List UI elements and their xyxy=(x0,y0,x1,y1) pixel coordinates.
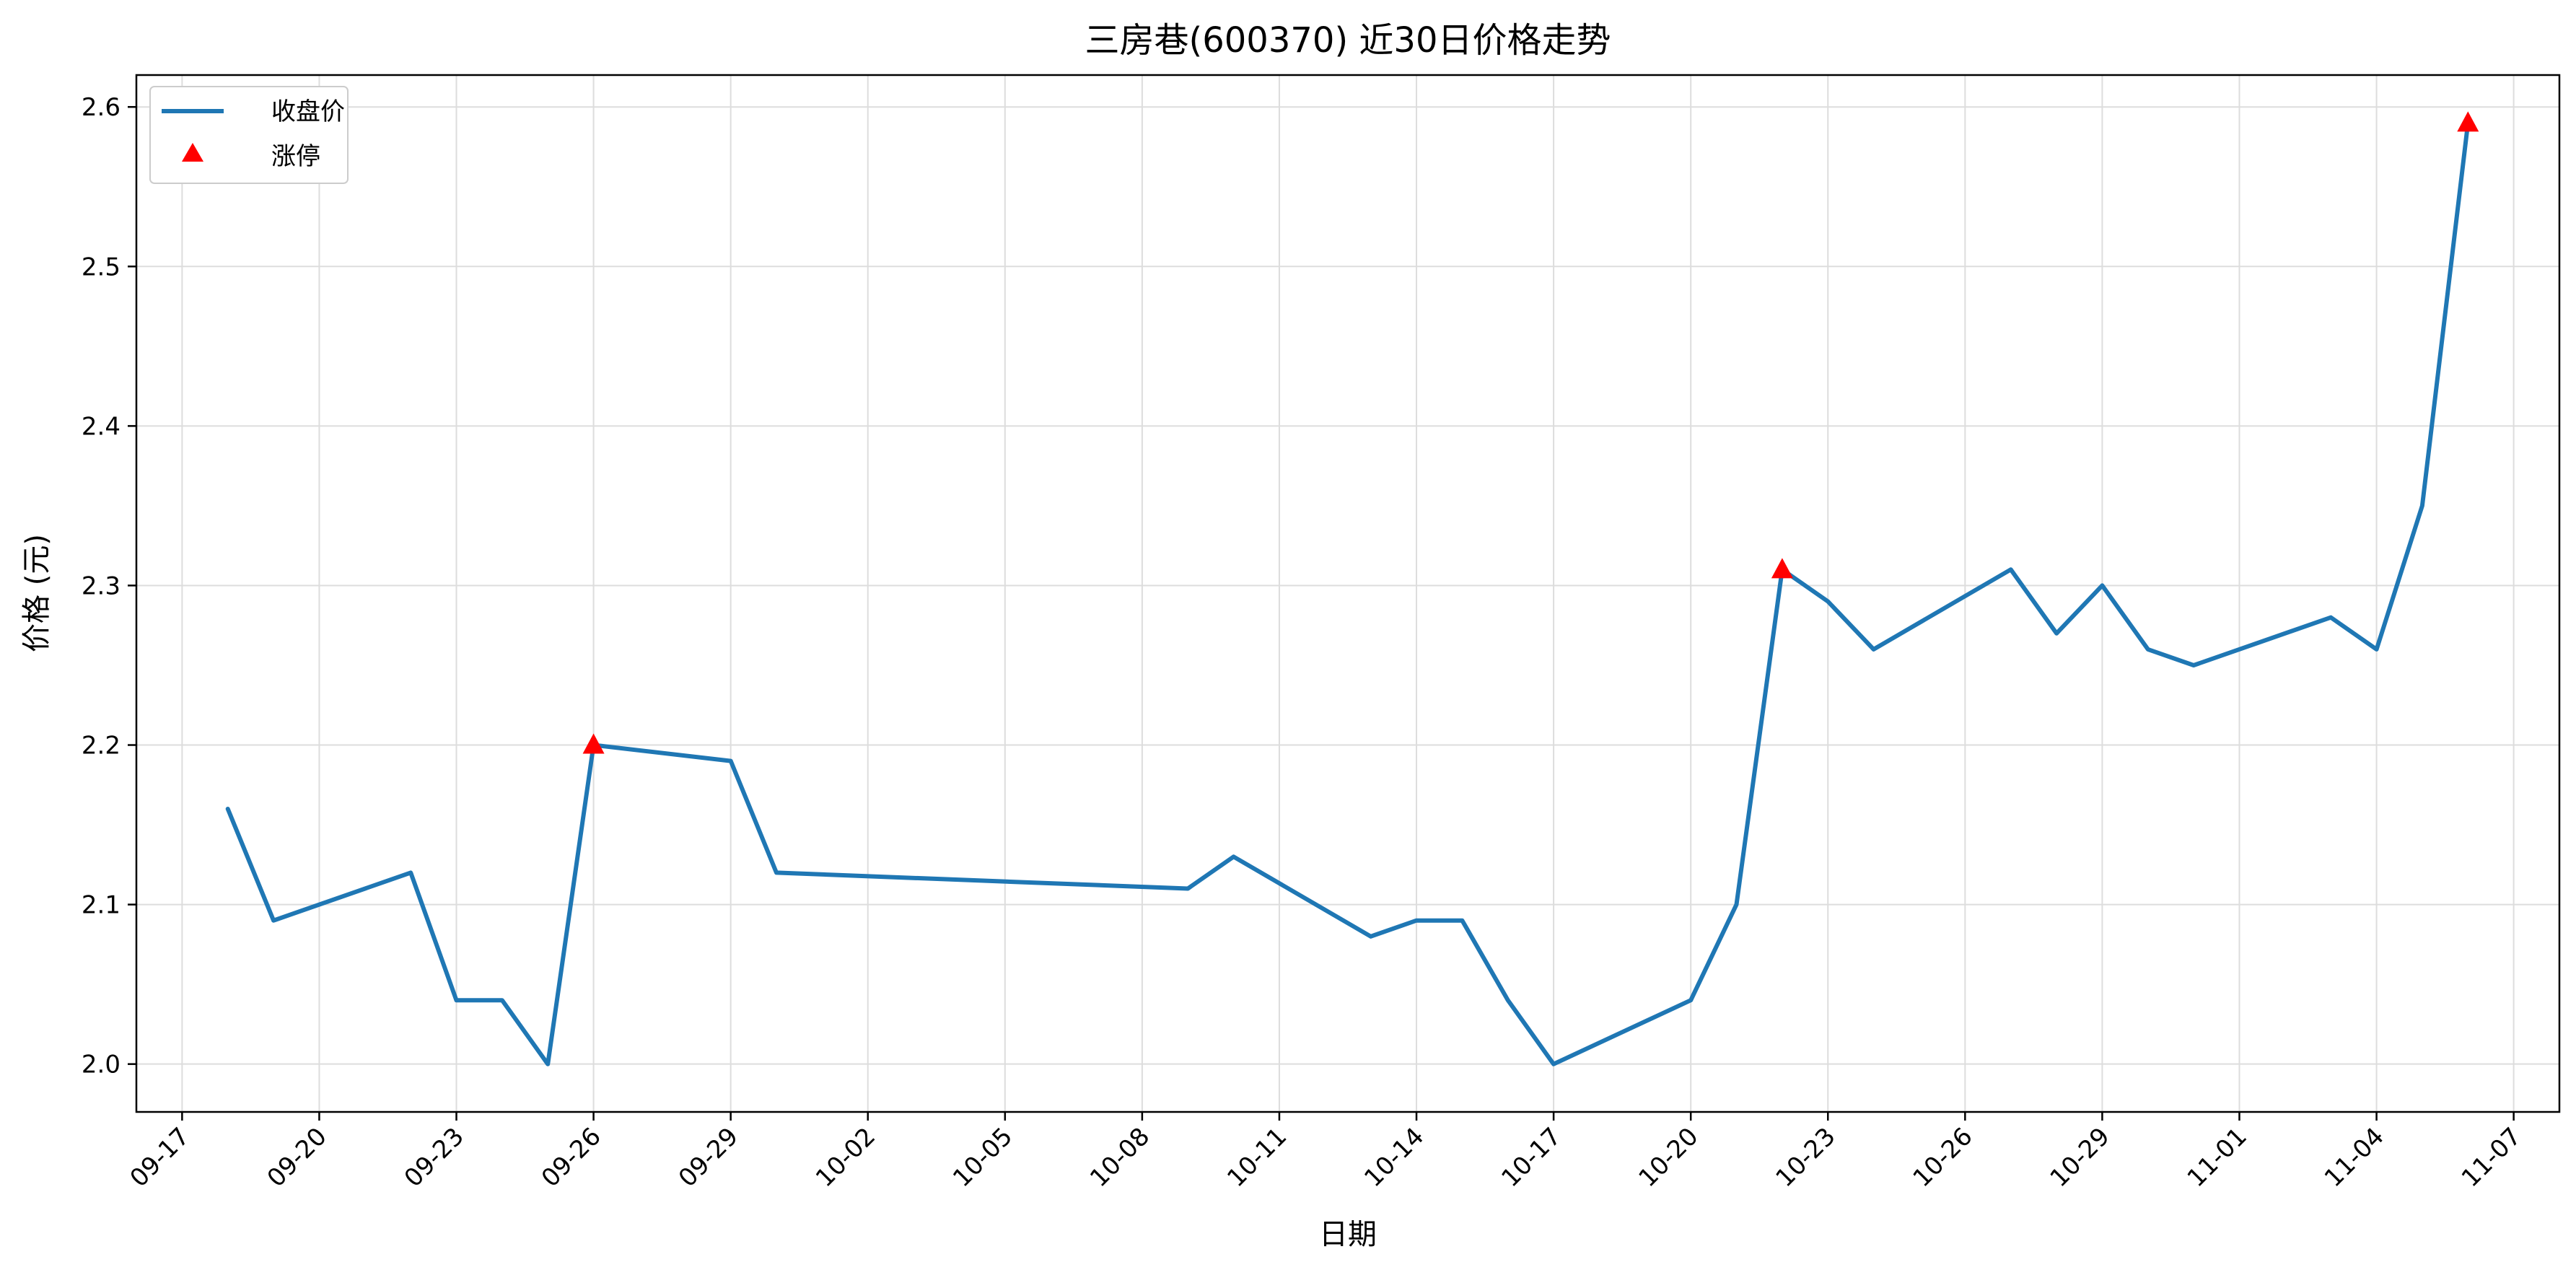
grid xyxy=(136,75,2559,1112)
close-price-point xyxy=(2146,647,2150,651)
close-price-point xyxy=(1415,919,1419,922)
close-price-point xyxy=(272,919,276,922)
chart-title: 三房巷(600370) 近30日价格走势 xyxy=(1085,20,1611,61)
legend-label-limit-up: 涨停 xyxy=(271,142,320,171)
series-layer xyxy=(225,111,2479,1066)
close-price-point xyxy=(1735,903,1738,906)
close-price-point xyxy=(2100,584,2104,587)
y-tick-label: 2.1 xyxy=(82,891,121,920)
legend-label-close: 收盘价 xyxy=(271,97,345,126)
close-price-point xyxy=(1506,999,1510,1002)
close-price-point xyxy=(2009,568,2012,571)
close-price-point xyxy=(455,999,458,1002)
close-price-point xyxy=(500,999,504,1002)
x-axis-label: 日期 xyxy=(1319,1218,1377,1251)
plot-frame xyxy=(135,74,2561,1113)
close-price-point xyxy=(775,871,779,875)
close-price-point xyxy=(729,759,732,763)
close-price-point xyxy=(1186,887,1190,890)
y-tick-label: 2.4 xyxy=(82,412,121,441)
y-tick-label: 2.5 xyxy=(82,253,121,281)
close-price-point xyxy=(1552,1062,1556,1066)
close-price-point xyxy=(226,807,229,810)
y-tick-label: 2.6 xyxy=(82,93,121,122)
y-axis-label: 价格 (元) xyxy=(20,534,53,652)
y-tick-label: 2.3 xyxy=(82,571,121,600)
close-price-line xyxy=(225,121,2471,1066)
limit-up-marker xyxy=(2457,111,2479,132)
close-price-point xyxy=(1872,647,1875,651)
close-price-point xyxy=(1232,855,1235,859)
close-price-point xyxy=(2329,615,2333,619)
close-price-point xyxy=(2375,647,2378,651)
legend: 收盘价 涨停 xyxy=(149,86,349,184)
y-tick-label: 2.2 xyxy=(82,732,121,761)
close-price-point xyxy=(409,871,413,875)
limit-up-marker xyxy=(1771,558,1793,579)
y-tick-label: 2.0 xyxy=(82,1051,121,1079)
limit-up-marker xyxy=(582,733,605,754)
close-price-point xyxy=(1460,919,1464,922)
close-price-point xyxy=(2420,504,2424,507)
legend-triangle-swatch xyxy=(182,143,203,162)
close-price-point xyxy=(2055,631,2059,635)
close-price-point xyxy=(2192,663,2196,667)
close-price-point xyxy=(546,1062,550,1066)
close-price-point xyxy=(1826,600,1830,603)
close-price-point xyxy=(1689,999,1693,1002)
close-price-point xyxy=(1369,934,1372,938)
